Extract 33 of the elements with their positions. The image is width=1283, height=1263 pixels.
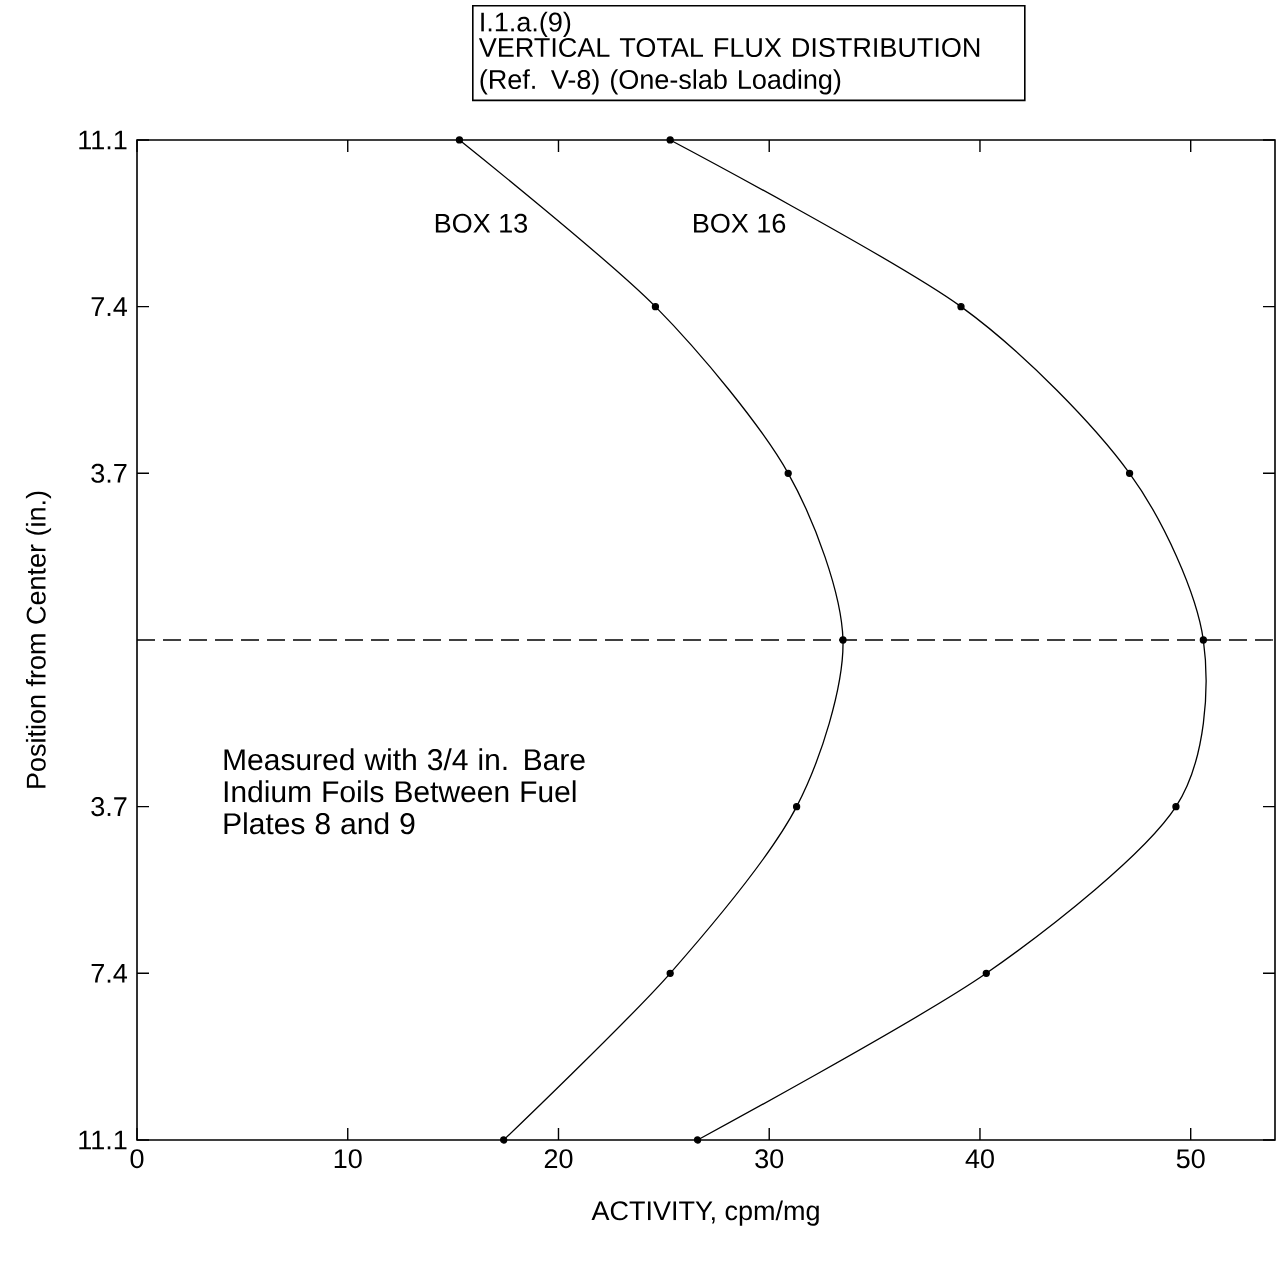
annotation: Measured with 3/4 in. Bare Indium Foils Between Fuel Plates 8 and 9 [224, 748, 585, 835]
point [839, 636, 847, 644]
y-tick-label: 7.4 [91, 964, 128, 983]
point [1125, 469, 1134, 477]
x-axis-title: ACTIVITY, cpm/mg [591, 1200, 819, 1226]
y-tick-label: 3.7 [91, 797, 127, 817]
point [455, 136, 464, 144]
point [693, 1136, 702, 1144]
y-tick-label: 3.7 [91, 463, 127, 483]
y-tick-label: 7.4 [91, 297, 128, 316]
x-tick-label: 50 [1176, 1149, 1205, 1169]
point [666, 136, 674, 144]
y-tick-label: 11.1 [79, 130, 127, 150]
series-label: BOX 13 [435, 213, 528, 233]
point [792, 803, 801, 811]
chart-subtitle: VERTICAL TOTAL FLUX DISTRIBUTION (Ref. V-8) (One-slab Loading) [478, 37, 980, 95]
point [1172, 803, 1180, 811]
x-tick-label: 0 [130, 1149, 144, 1169]
x-tick-label: 40 [965, 1149, 994, 1169]
point [957, 302, 965, 311]
point [982, 969, 990, 977]
series-label: BOX 16 [694, 213, 786, 233]
point [1199, 636, 1207, 644]
x-tick-label: 20 [544, 1149, 573, 1169]
point [651, 302, 660, 311]
chart-title: I.1.a.(9) [481, 11, 571, 37]
y-axis-title: Position from Center (in.) [25, 491, 52, 788]
point [784, 469, 792, 477]
x-tick-label: 10 [334, 1149, 362, 1169]
point [666, 969, 674, 977]
x-tick-label: 30 [755, 1149, 784, 1169]
point [500, 1136, 508, 1144]
y-tick-label: 11.1 [79, 1130, 127, 1150]
